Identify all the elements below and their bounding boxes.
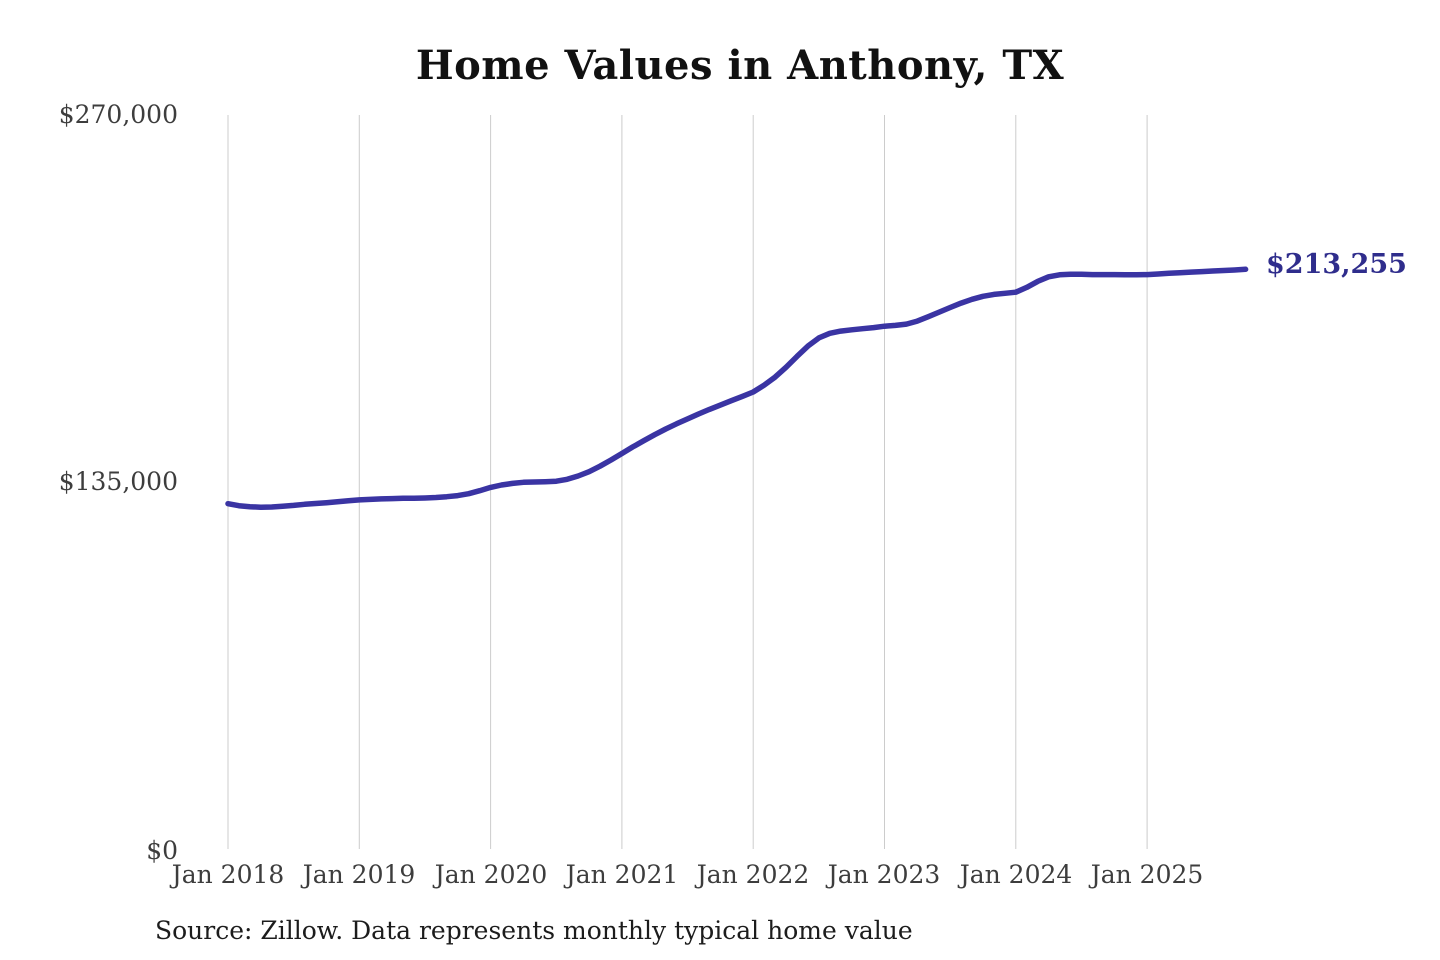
y-axis-tick-135000: $135,000 xyxy=(58,467,178,496)
x-axis-tick-jan-2023: Jan 2023 xyxy=(827,860,941,889)
source-note: Source: Zillow. Data represents monthly … xyxy=(155,916,913,945)
x-axis-tick-jan-2021: Jan 2021 xyxy=(565,860,679,889)
x-axis-tick-jan-2019: Jan 2019 xyxy=(302,860,416,889)
x-axis-tick-jan-2024: Jan 2024 xyxy=(959,860,1073,889)
vertical-gridlines xyxy=(227,115,1148,849)
y-axis-tick-270000: $270,000 xyxy=(58,100,178,129)
chart-title: Home Values in Anthony, TX xyxy=(415,42,1065,89)
latest-value-annotation: $213,255 xyxy=(1266,249,1407,280)
x-axis-tick-jan-2022: Jan 2022 xyxy=(696,860,810,889)
y-axis-tick-0: $0 xyxy=(146,836,178,865)
x-axis-tick-jan-2020: Jan 2020 xyxy=(434,860,548,889)
x-axis-tick-jan-2025: Jan 2025 xyxy=(1090,860,1204,889)
x-axis-tick-jan-2018: Jan 2018 xyxy=(171,860,285,889)
home-value-series-line xyxy=(225,266,1249,511)
